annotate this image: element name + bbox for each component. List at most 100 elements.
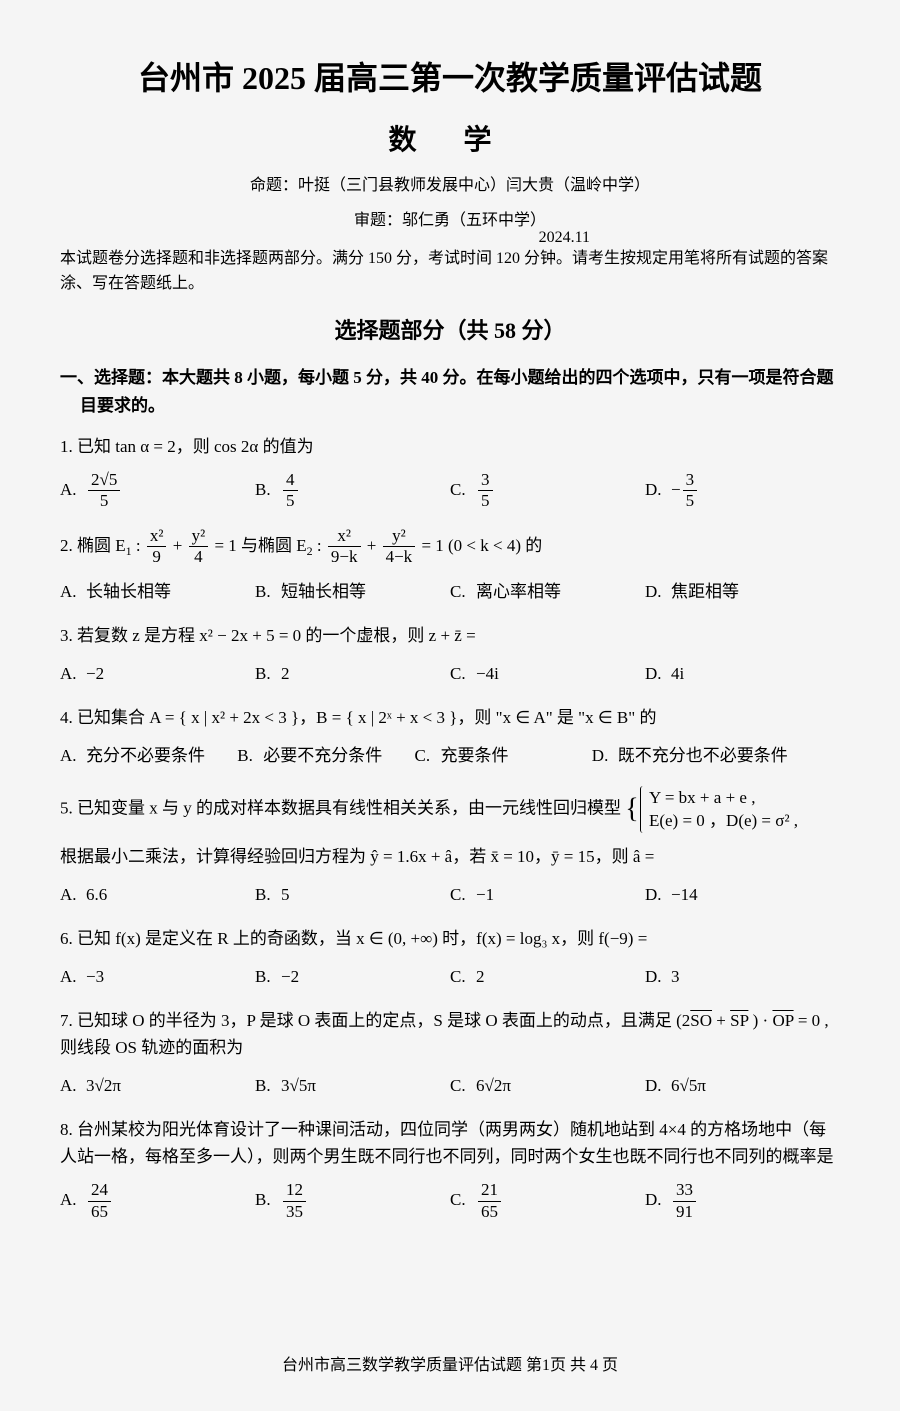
question-5: 5. 已知变量 x 与 y 的成对样本数据具有线性相关关系，由一元线性回归模型 … xyxy=(60,786,840,911)
q3-opt-b: B.2 xyxy=(255,659,450,690)
opt-label: C. xyxy=(450,1071,476,1102)
q7-opt-c: C.6√2π xyxy=(450,1071,645,1102)
opt-text: 6√2π xyxy=(476,1076,511,1095)
opt-label: C. xyxy=(450,962,476,993)
text: 7. 已知球 O 的半径为 3，P 是球 O 表面上的定点，S 是球 O 表面上… xyxy=(60,1011,690,1030)
opt-label: C. xyxy=(450,659,476,690)
q1-opt-b: B.45 xyxy=(255,470,450,512)
q5-opt-a: A.6.6 xyxy=(60,880,255,911)
opt-label: D. xyxy=(645,475,671,506)
numerator: x² xyxy=(328,526,361,547)
q8-opt-b: B.1235 xyxy=(255,1180,450,1222)
denominator: 9 xyxy=(147,547,167,567)
opt-label: B. xyxy=(255,880,281,911)
credits-line-1: 命题：叶挺（三门县教师发展中心）闫大贵（温岭中学） xyxy=(60,172,840,201)
q8-options: A.2465 B.1235 C.2165 D.3391 xyxy=(60,1180,840,1222)
opt-label: B. xyxy=(255,1071,281,1102)
q4-options: A.充分不必要条件 B.必要不充分条件 C.充要条件 D.既不充分也不必要条件 xyxy=(60,741,840,772)
text: 与椭圆 E xyxy=(237,536,307,555)
q2-opt-b: B.短轴长相等 xyxy=(255,577,450,608)
opt-label: D. xyxy=(645,1185,671,1216)
opt-text: 充分不必要条件 xyxy=(86,746,205,765)
denominator: 4−k xyxy=(383,547,416,567)
q3-opt-c: C.−4i xyxy=(450,659,645,690)
opt-text: 既不充分也不必要条件 xyxy=(618,746,788,765)
opt-label: C. xyxy=(450,475,476,506)
text: 5. 已知变量 x 与 y 的成对样本数据具有线性相关关系，由一元线性回归模型 xyxy=(60,798,625,817)
q7-opt-a: A.3√2π xyxy=(60,1071,255,1102)
numerator: 33 xyxy=(673,1180,696,1201)
opt-text: 必要不充分条件 xyxy=(263,746,382,765)
numerator: 21 xyxy=(478,1180,501,1201)
question-6: 6. 已知 f(x) 是定义在 R 上的奇函数，当 x ∈ (0, +∞) 时，… xyxy=(60,925,840,993)
question-8: 8. 台州某校为阳光体育设计了一种课间活动，四位同学（两男两女）随机地站到 4×… xyxy=(60,1116,840,1222)
opt-text: 短轴长相等 xyxy=(281,582,366,601)
opt-text: 长轴长相等 xyxy=(86,582,171,601)
opt-label: B. xyxy=(255,577,281,608)
q4-opt-b: B.必要不充分条件 xyxy=(237,741,414,772)
brace-icon: { xyxy=(625,793,638,824)
q4-opt-d: D.既不充分也不必要条件 xyxy=(592,741,840,772)
page-footer: 台州市高三数学教学质量评估试题 第1页 共 4 页 xyxy=(0,1352,900,1381)
section-header: 选择题部分（共 58 分） xyxy=(60,311,840,351)
q7-opt-d: D.6√5π xyxy=(645,1071,840,1102)
denominator: 9−k xyxy=(328,547,361,567)
question-7: 7. 已知球 O 的半径为 3，P 是球 O 表面上的定点，S 是球 O 表面上… xyxy=(60,1007,840,1102)
instructions: 本试题卷分选择题和非选择题两部分。满分 150 分，考试时间 120 分钟。请考… xyxy=(60,246,840,297)
q5-options: A.6.6 B.5 C.−1 D.−14 xyxy=(60,880,840,911)
text: + xyxy=(712,1011,730,1030)
opt-label: A. xyxy=(60,1185,86,1216)
opt-text: 5 xyxy=(281,885,290,904)
q5-opt-d: D.−14 xyxy=(645,880,840,911)
part-1-header: 一、选择题：本大题共 8 小题，每小题 5 分，共 40 分。在每小题给出的四个… xyxy=(60,364,840,418)
fraction: x²9−k xyxy=(328,526,361,568)
opt-label: D. xyxy=(592,741,618,772)
case-line: E(e) = 0 ，D(e) = σ² , xyxy=(649,809,798,833)
opt-label: B. xyxy=(255,659,281,690)
text: = 0 , xyxy=(794,1011,829,1030)
opt-text: 3 xyxy=(671,967,680,986)
opt-label: C. xyxy=(450,880,476,911)
opt-text: −4i xyxy=(476,664,499,683)
q2-opt-a: A.长轴长相等 xyxy=(60,577,255,608)
denominator: 5 xyxy=(478,491,493,511)
numerator: y² xyxy=(383,526,416,547)
fraction: 2465 xyxy=(88,1180,111,1222)
q2-stem: 2. 椭圆 E1 : x²9 + y²4 = 1 与椭圆 E2 : x²9−k … xyxy=(60,526,840,568)
q2-opt-d: D.焦距相等 xyxy=(645,577,840,608)
fraction: y²4 xyxy=(189,526,209,568)
q5-opt-b: B.5 xyxy=(255,880,450,911)
q4-stem: 4. 已知集合 A = { x | x² + 2x < 3 }，B = { x … xyxy=(60,704,840,731)
opt-label: C. xyxy=(450,577,476,608)
q7-options: A.3√2π B.3√5π C.6√2π D.6√5π xyxy=(60,1071,840,1102)
opt-text: 充要条件 xyxy=(441,746,509,765)
opt-text: −14 xyxy=(671,885,698,904)
vector-op: OP xyxy=(772,1011,793,1030)
q1-opt-d: D.−35 xyxy=(645,470,840,512)
fraction: y²4−k xyxy=(383,526,416,568)
q3-opt-a: A.−2 xyxy=(60,659,255,690)
fraction: 2165 xyxy=(478,1180,501,1222)
q1-opt-c: C.35 xyxy=(450,470,645,512)
numerator: y² xyxy=(189,526,209,547)
denominator: 35 xyxy=(283,1202,306,1222)
q6-stem: 6. 已知 f(x) 是定义在 R 上的奇函数，当 x ∈ (0, +∞) 时，… xyxy=(60,925,840,952)
q1-options: A.2√55 B.45 C.35 D.−35 xyxy=(60,470,840,512)
opt-label: A. xyxy=(60,880,86,911)
q2-options: A.长轴长相等 B.短轴长相等 C.离心率相等 D.焦距相等 xyxy=(60,577,840,608)
opt-label: B. xyxy=(255,1185,281,1216)
numerator: 4 xyxy=(283,470,298,491)
vector-so: SO xyxy=(690,1011,712,1030)
cases: Y = bx + a + e , E(e) = 0 ，D(e) = σ² , xyxy=(643,786,798,834)
denominator: 5 xyxy=(88,491,120,511)
numerator: 3 xyxy=(478,470,493,491)
fraction: 2√55 xyxy=(88,470,120,512)
q3-stem: 3. 若复数 z 是方程 x² − 2x + 5 = 0 的一个虚根，则 z +… xyxy=(60,622,840,649)
q8-opt-c: C.2165 xyxy=(450,1180,645,1222)
opt-text: 焦距相等 xyxy=(671,582,739,601)
opt-label: D. xyxy=(645,880,671,911)
q1-opt-a: A.2√55 xyxy=(60,470,255,512)
numerator: 2√5 xyxy=(88,470,120,491)
opt-label: A. xyxy=(60,962,86,993)
fraction: x²9 xyxy=(147,526,167,568)
